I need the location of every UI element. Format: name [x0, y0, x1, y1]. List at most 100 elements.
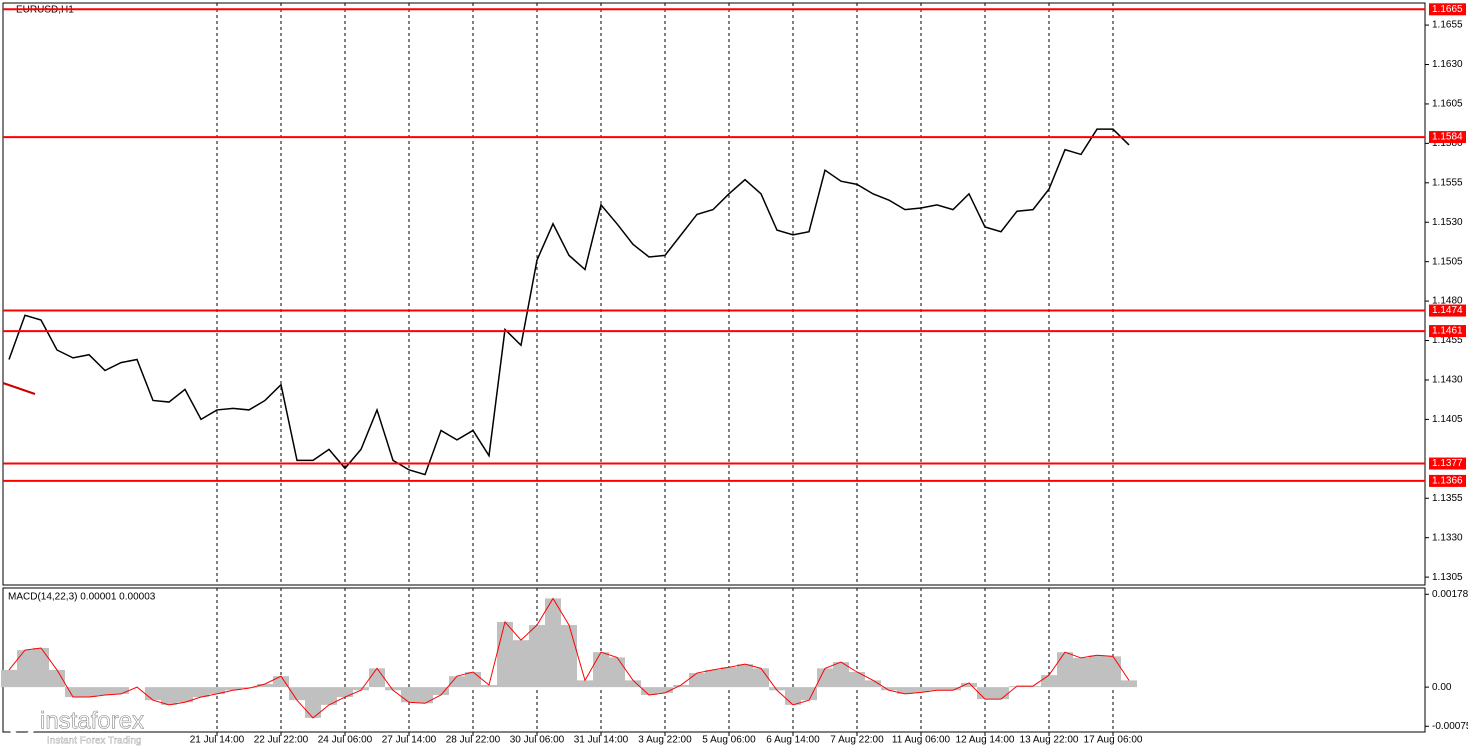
macd-bar	[369, 668, 385, 688]
macd-bar	[737, 664, 753, 688]
macd-bar	[1, 669, 17, 688]
macd-bar	[705, 669, 721, 688]
macd-bar	[209, 687, 225, 694]
level-label-box	[1429, 457, 1466, 470]
y-tick-label: 1.1405	[1432, 414, 1463, 425]
macd-bar	[689, 673, 705, 688]
y-tick-label: 1.1330	[1432, 532, 1463, 543]
macd-bar	[385, 687, 401, 691]
macd-bar	[177, 687, 193, 703]
macd-bar	[17, 650, 33, 688]
y-tick-label: 1.1655	[1432, 20, 1463, 31]
macd-bar	[1073, 657, 1089, 688]
macd-bar	[145, 687, 161, 701]
y-tick-label: 1.1430	[1432, 375, 1463, 386]
trend-line	[2, 382, 36, 395]
macd-bar	[1057, 652, 1073, 688]
macd-bar	[225, 687, 241, 691]
level-label: 1.1665	[1432, 4, 1463, 15]
macd-bar	[641, 687, 657, 695]
macd-bar	[625, 680, 641, 688]
macd-bar	[401, 687, 417, 703]
macd-panel	[2, 587, 1426, 733]
x-tick-label: 13 Aug 22:00	[1020, 735, 1079, 746]
macd-bar	[961, 682, 977, 688]
macd-bar	[161, 687, 177, 705]
y-tick-label: 1.1605	[1432, 99, 1463, 110]
macd-bar	[241, 687, 257, 689]
macd-bar	[65, 687, 81, 698]
level-label: 1.1366	[1432, 476, 1463, 487]
macd-line	[8, 597, 1130, 719]
price-line	[8, 128, 1130, 476]
macd-bar	[577, 680, 593, 688]
macd-bar	[1025, 686, 1041, 688]
macd-bar	[529, 625, 545, 688]
macd-bar	[113, 687, 129, 694]
y-tick-label: 1.1630	[1432, 59, 1463, 70]
macd-bar	[353, 687, 369, 691]
level-label: 1.1584	[1432, 132, 1463, 143]
macd-bar	[193, 687, 209, 698]
macd-bar	[289, 687, 305, 701]
level-label-box	[1429, 474, 1466, 487]
macd-bar	[49, 669, 65, 688]
macd-bar	[753, 668, 769, 688]
macd-bar	[817, 668, 833, 688]
x-tick-label: 17 Aug 06:00	[1084, 735, 1143, 746]
macd-bar	[257, 684, 273, 688]
level-label: 1.1461	[1432, 326, 1463, 337]
macd-bar	[481, 685, 497, 688]
macd-bar	[849, 672, 865, 688]
macd-bar	[417, 687, 433, 704]
x-tick-label: 5 Aug 06:00	[702, 735, 756, 746]
macd-bar	[305, 687, 321, 718]
macd-title: MACD(14,22,3) 0.00001 0.00003	[8, 592, 156, 603]
macd-bar	[977, 687, 993, 700]
macd-bar	[801, 687, 817, 701]
macd-bar	[993, 687, 1009, 700]
macd-bar	[1121, 680, 1137, 688]
y-tick-label: 0.00178	[1432, 589, 1468, 600]
y-tick-label: 0.00	[1432, 682, 1452, 693]
y-tick-label: 1.1555	[1432, 177, 1463, 188]
x-tick-label: 6 Aug 14:00	[766, 735, 820, 746]
macd-bar	[865, 680, 881, 688]
macd-bar	[513, 640, 529, 688]
level-label-box	[1429, 325, 1466, 338]
y-tick-label: 1.1455	[1432, 335, 1463, 346]
macd-bar	[593, 652, 609, 688]
macd-bar	[769, 687, 785, 691]
macd-bar	[1089, 655, 1105, 688]
level-label: 1.1377	[1432, 458, 1463, 469]
macd-bar	[897, 687, 913, 694]
x-tick-label: 12 Aug 14:00	[956, 735, 1015, 746]
macd-bar	[545, 598, 561, 688]
y-tick-label: 1.1355	[1432, 493, 1463, 504]
y-tick-label: 1.1480	[1432, 296, 1463, 307]
y-tick-label: 1.1505	[1432, 256, 1463, 267]
y-tick-label: 1.1530	[1432, 217, 1463, 228]
macd-bar	[785, 687, 801, 705]
macd-bar	[465, 672, 481, 688]
macd-bar	[33, 648, 49, 688]
x-tick-label: 30 Jul 06:00	[510, 735, 565, 746]
macd-bar	[929, 687, 945, 691]
x-tick-label: 24 Jul 06:00	[318, 735, 373, 746]
y-tick-label: 1.1305	[1432, 572, 1463, 583]
x-tick-label: 11 Aug 06:00	[892, 735, 951, 746]
macd-bar	[321, 687, 337, 705]
macd-bar	[945, 687, 961, 691]
macd-bar	[609, 657, 625, 688]
brand-name: instaforex	[40, 707, 144, 734]
x-tick-label: 21 Jul 14:00	[190, 735, 245, 746]
macd-bar	[1105, 656, 1121, 688]
brand-tagline: Instant Forex Trading	[47, 736, 142, 747]
x-tick-label: 22 Jul 22:00	[254, 735, 309, 746]
macd-bar	[337, 687, 353, 698]
macd-bar	[1041, 675, 1057, 688]
logo: instaforex Instant Forex Trading	[8, 707, 144, 747]
macd-bar	[913, 687, 929, 693]
